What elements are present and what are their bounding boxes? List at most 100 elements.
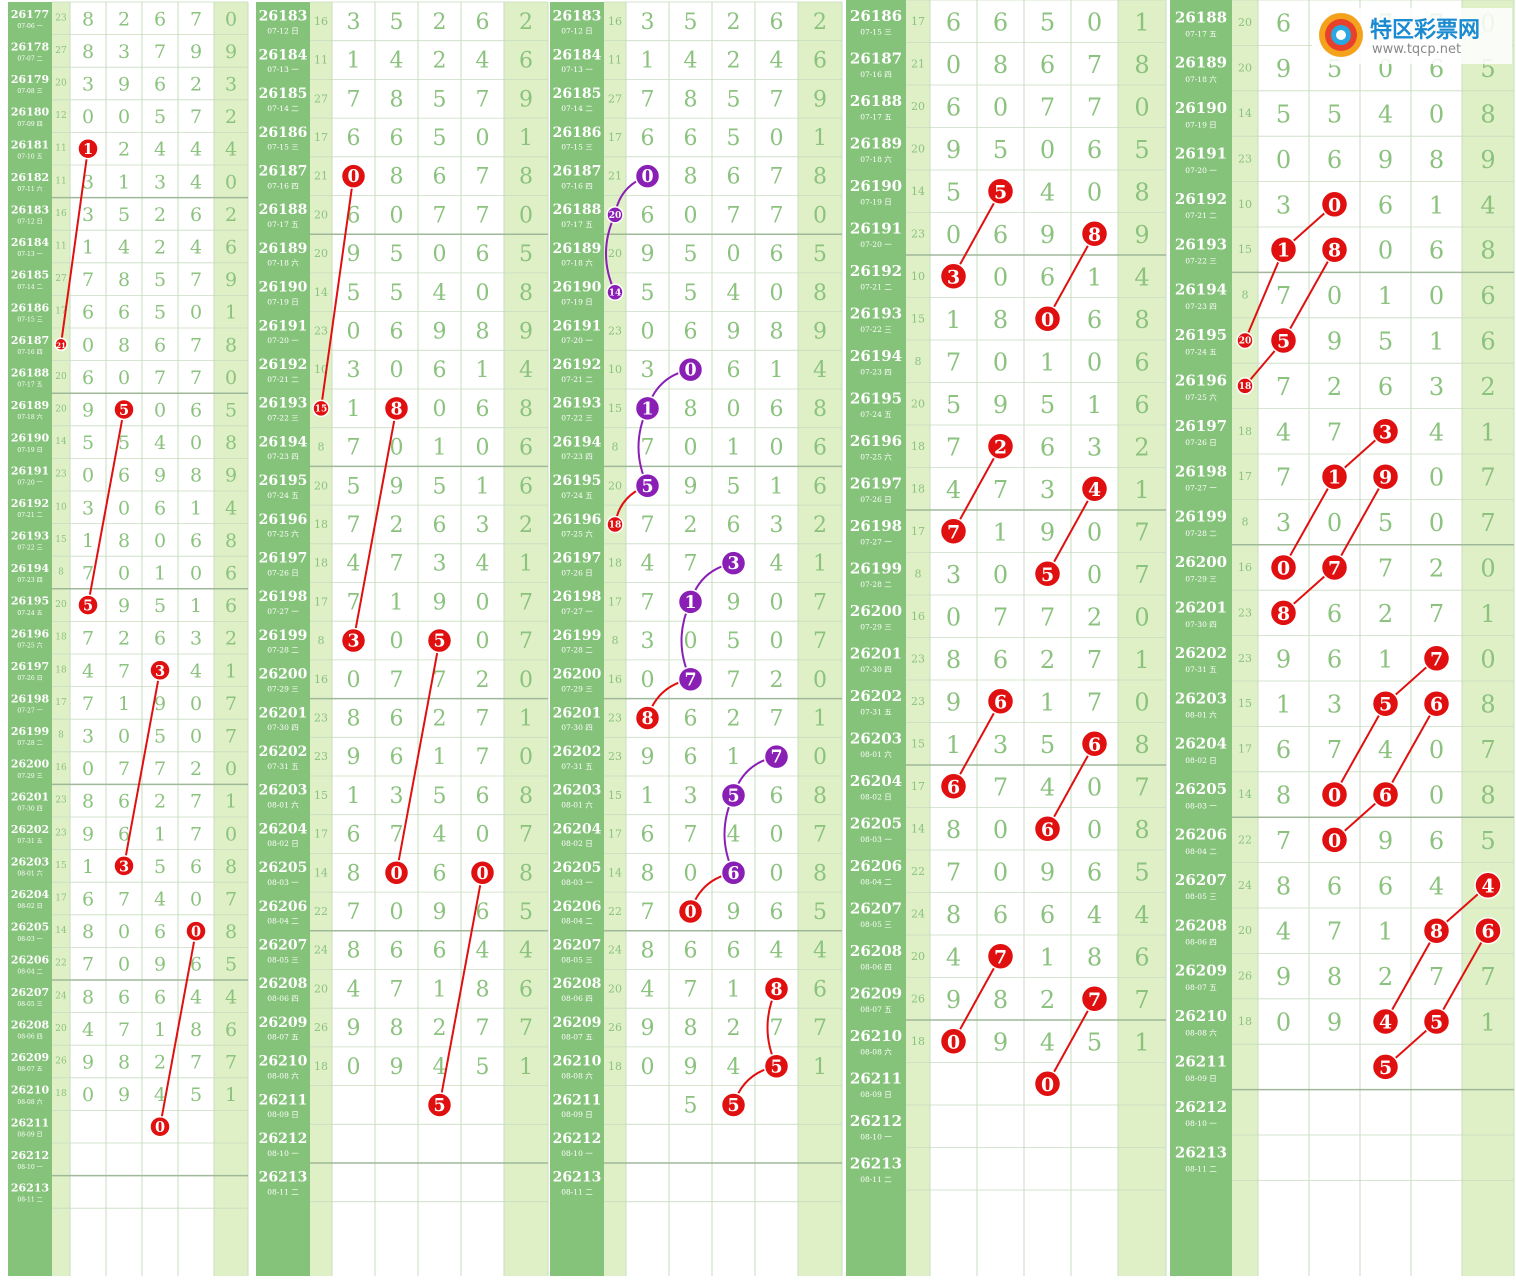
- digit-cell: 5: [347, 281, 361, 306]
- digit-cell: 0: [118, 563, 130, 585]
- digit-cell: 9: [1040, 221, 1055, 249]
- extra-digit: 8: [519, 281, 533, 306]
- digit-cell: 6: [390, 319, 404, 344]
- digit-cell: 7: [684, 823, 698, 848]
- highlight-circle: [1474, 916, 1502, 945]
- digit-cell: 9: [390, 474, 404, 499]
- digit-cell: 9: [433, 590, 447, 615]
- sum-value: 27: [608, 92, 622, 105]
- sum-value: 22: [608, 905, 622, 918]
- digit-cell: 1: [433, 436, 447, 461]
- digit-cell: 0: [476, 823, 490, 848]
- highlight-mark: 0: [1320, 780, 1349, 809]
- sum-value: 17: [314, 131, 328, 144]
- digit-cell: 3: [641, 358, 655, 383]
- extra-digit: 8: [813, 165, 827, 190]
- highlight-digit: 0: [1041, 1074, 1054, 1096]
- digit-cell: 0: [993, 348, 1008, 376]
- digit-cell: 1: [1378, 645, 1393, 673]
- highlight-mark: 6: [720, 860, 747, 886]
- issue-number: 26198: [553, 589, 602, 605]
- issue-number: 26201: [259, 705, 308, 721]
- issue-cell: 26195 07-24 五: [1175, 326, 1227, 356]
- sum-value: 10: [911, 270, 925, 283]
- digit-cell: 7: [190, 334, 202, 356]
- extra-digit: 8: [225, 856, 237, 878]
- digit-cell: 9: [118, 74, 130, 96]
- issue-date: 08-03 一: [1185, 801, 1217, 810]
- issue-cell: 26198 07-27 一: [553, 589, 602, 616]
- extra-digit: 1: [1480, 600, 1495, 628]
- digit-cell: 5: [684, 242, 698, 267]
- issue-cell: 26195 07-24 五: [553, 473, 602, 500]
- digit-cell: 0: [347, 668, 361, 693]
- issue-number: 26190: [553, 280, 602, 296]
- issue-cell: 26201 07-30 四: [553, 705, 602, 732]
- digit-cell: 0: [390, 436, 404, 461]
- issue-date: 07-21 二: [1185, 211, 1217, 220]
- digit-cell: 4: [1087, 901, 1102, 929]
- highlight-mark: 4: [1080, 475, 1109, 503]
- highlight-mark: 7: [1422, 644, 1451, 673]
- highlight-digit: 4: [1481, 875, 1494, 897]
- extra-digit: 7: [1134, 518, 1149, 546]
- issue-number: 26212: [1175, 1098, 1227, 1116]
- sum-value: 18: [1238, 425, 1252, 438]
- digit-cell: 7: [390, 823, 404, 848]
- issue-number: 26188: [1175, 8, 1227, 26]
- issue-date: 07-18 六: [561, 258, 593, 268]
- issue-date: 07-27 一: [267, 607, 299, 616]
- digit-cell: 7: [1276, 373, 1291, 401]
- highlight-mark: 5: [426, 1092, 453, 1118]
- highlight-mark: 0: [1320, 190, 1349, 219]
- digit-cell: 3: [1429, 373, 1444, 401]
- digit-cell: 0: [1087, 8, 1102, 36]
- sum-value: 23: [55, 796, 67, 806]
- issue-date: 08-06 四: [17, 1034, 42, 1041]
- digit-cell: 4: [641, 552, 655, 577]
- highlight-mark: 8: [1080, 220, 1109, 248]
- issue-number: 26213: [850, 1155, 902, 1173]
- issue-date: 07-24 五: [1185, 347, 1217, 356]
- digit-cell: 7: [1327, 418, 1342, 446]
- highlight-mark: 6: [986, 687, 1015, 715]
- highlight-circle: [1236, 331, 1254, 350]
- issue-date: 08-04 二: [17, 968, 42, 975]
- issue-number: 26201: [850, 645, 902, 663]
- issue-number: 26194: [553, 434, 602, 450]
- issue-cell: 26195 07-24 五: [850, 390, 902, 419]
- digit-cell: 0: [641, 319, 655, 344]
- issue-cell: 26202 07-31 五: [553, 744, 602, 771]
- issue-number: 26209: [259, 1015, 308, 1031]
- extra-digit: 7: [1480, 464, 1495, 492]
- digit-cell: 3: [82, 74, 94, 96]
- issue-date: 08-06 四: [860, 962, 892, 971]
- digit-cell: 1: [118, 171, 130, 193]
- digit-cell: 5: [82, 432, 94, 454]
- issue-number: 26209: [1175, 962, 1227, 980]
- issue-date: 07-28 二: [860, 580, 892, 589]
- issue-cell: 26207 08-05 三: [1175, 871, 1227, 901]
- extra-digit: 7: [519, 590, 533, 615]
- extra-digit: 6: [225, 1019, 237, 1041]
- site-name: 特区彩票网: [1370, 18, 1481, 43]
- sum-value: 11: [55, 242, 66, 252]
- issue-date: 08-03 一: [860, 835, 892, 844]
- digit-cell: 0: [1429, 736, 1444, 764]
- extra-digit: 0: [1480, 645, 1495, 673]
- digit-cell: 7: [1429, 600, 1444, 628]
- issue-number: 26179: [11, 73, 49, 86]
- digit-cell: 6: [433, 165, 447, 190]
- issue-date: 08-06 四: [561, 994, 593, 1003]
- issue-number: 26187: [259, 164, 308, 180]
- digit-cell: 4: [154, 889, 166, 911]
- extra-column-bg: [504, 2, 548, 1276]
- issue-date: 07-20 一: [860, 240, 892, 249]
- issue-date: 07-16 四: [17, 349, 42, 356]
- digit-cell: 7: [82, 954, 94, 976]
- highlight-mark: 7: [677, 666, 704, 692]
- highlight-digit: 2: [994, 436, 1007, 458]
- digit-cell: 1: [347, 397, 361, 422]
- digit-cell: 0: [1429, 101, 1444, 129]
- digit-cell: 6: [154, 986, 166, 1008]
